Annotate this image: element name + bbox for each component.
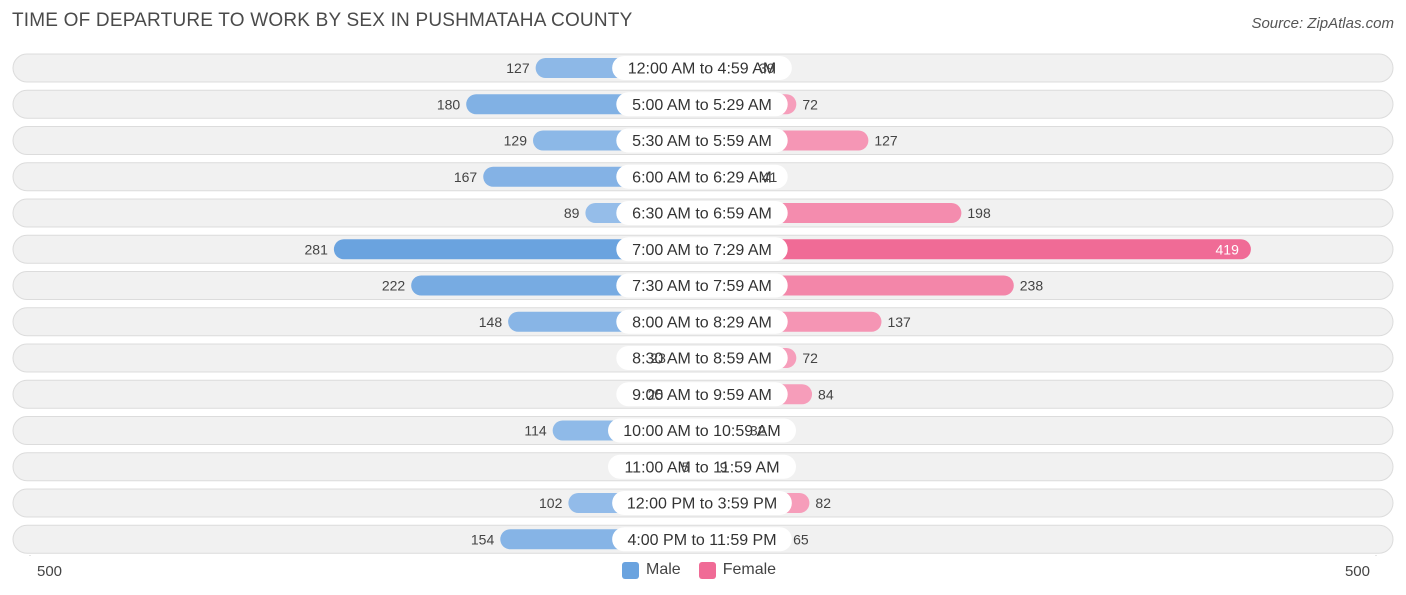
category-label-background [616, 309, 788, 334]
value-label-male: 281 [305, 241, 329, 257]
value-label-female: 84 [818, 386, 834, 402]
category-label-background [616, 128, 788, 153]
value-label-male: 102 [539, 495, 563, 511]
value-label-male: 148 [479, 314, 503, 330]
legend: Male Female [622, 561, 794, 579]
category-label: 12:00 AM to 4:59 AM [628, 61, 777, 78]
category-label: 5:30 AM to 5:59 AM [632, 133, 772, 150]
category-label: 8:30 AM to 8:59 AM [632, 351, 772, 368]
category-label-background [616, 201, 788, 225]
value-label-male: 180 [437, 96, 461, 112]
category-label: 9:00 AM to 9:59 AM [632, 387, 772, 404]
axis-right-label: 500 [1344, 563, 1370, 580]
category-label: 7:00 AM to 7:29 AM [632, 242, 772, 259]
value-label-female: 127 [874, 133, 898, 149]
value-label-male: 114 [524, 423, 547, 439]
value-label-female: 419 [1216, 241, 1240, 257]
category-label-background [616, 273, 788, 298]
category-label-background [612, 527, 792, 552]
bar-male [333, 239, 702, 260]
value-label-male: 89 [564, 205, 580, 221]
category-label-background [616, 92, 788, 117]
legend-item-female: Female [698, 561, 777, 579]
value-label-female: 72 [802, 350, 818, 366]
value-label-male: 222 [382, 278, 406, 294]
value-label-female: 39 [759, 60, 775, 76]
legend-label-female: Female [722, 561, 777, 578]
value-label-male: 127 [506, 60, 530, 76]
category-label-background [612, 491, 792, 515]
bar-female [702, 239, 1251, 260]
category-label: 11:00 AM to 11:59 AM [624, 459, 779, 476]
value-label-male: 129 [504, 133, 528, 149]
value-label-female: 41 [762, 169, 778, 185]
value-label-female: 198 [967, 205, 991, 221]
chart-title: TIME OF DEPARTURE TO WORK BY SEX IN PUSH… [12, 10, 633, 31]
chart-canvas: 12:00 AM to 4:59 AM 127 39 5:00 AM to 5:29 … [12, 53, 1394, 556]
category-label-background [616, 382, 788, 407]
value-label-male: 5 [682, 459, 690, 475]
category-label: 10:00 AM to 10:59 AM [623, 423, 780, 440]
value-label-male: 154 [471, 531, 495, 547]
value-label-female: 65 [793, 531, 809, 547]
category-label: 5:00 AM to 5:29 AM [632, 97, 772, 114]
category-label: 7:30 AM to 7:59 AM [632, 278, 772, 295]
category-label-background [616, 164, 788, 189]
value-label-male: 25 [648, 386, 664, 402]
category-label: 4:00 PM to 11:59 PM [627, 532, 776, 549]
category-label-background [608, 454, 796, 479]
value-label-male: 167 [454, 169, 478, 185]
value-label-female: 72 [802, 96, 818, 112]
value-label-female: 137 [887, 314, 911, 330]
category-label-background [608, 418, 796, 443]
value-label-female: 32 [750, 423, 766, 439]
axis-left-label: 500 [37, 563, 63, 580]
value-label-female: 82 [815, 495, 831, 511]
category-label: 12:00 PM to 3:59 PM [627, 496, 777, 513]
legend-swatch-male [622, 561, 639, 579]
category-label: 8:00 AM to 8:29 AM [632, 314, 772, 331]
category-label-background [616, 237, 788, 262]
value-label-female: 238 [1020, 278, 1044, 294]
legend-item-male: Male [622, 561, 681, 579]
legend-label-male: Male [646, 561, 681, 578]
category-label: 6:30 AM to 6:59 AM [632, 206, 772, 223]
category-label-background [612, 56, 792, 80]
source-label: Source: ZipAtlas.com [1251, 15, 1394, 32]
value-label-female: 9 [720, 459, 728, 475]
legend-swatch-female [698, 561, 716, 579]
category-label: 6:00 AM to 6:29 AM [632, 169, 772, 186]
value-label-male: 23 [650, 350, 666, 366]
category-label-background [616, 346, 788, 370]
